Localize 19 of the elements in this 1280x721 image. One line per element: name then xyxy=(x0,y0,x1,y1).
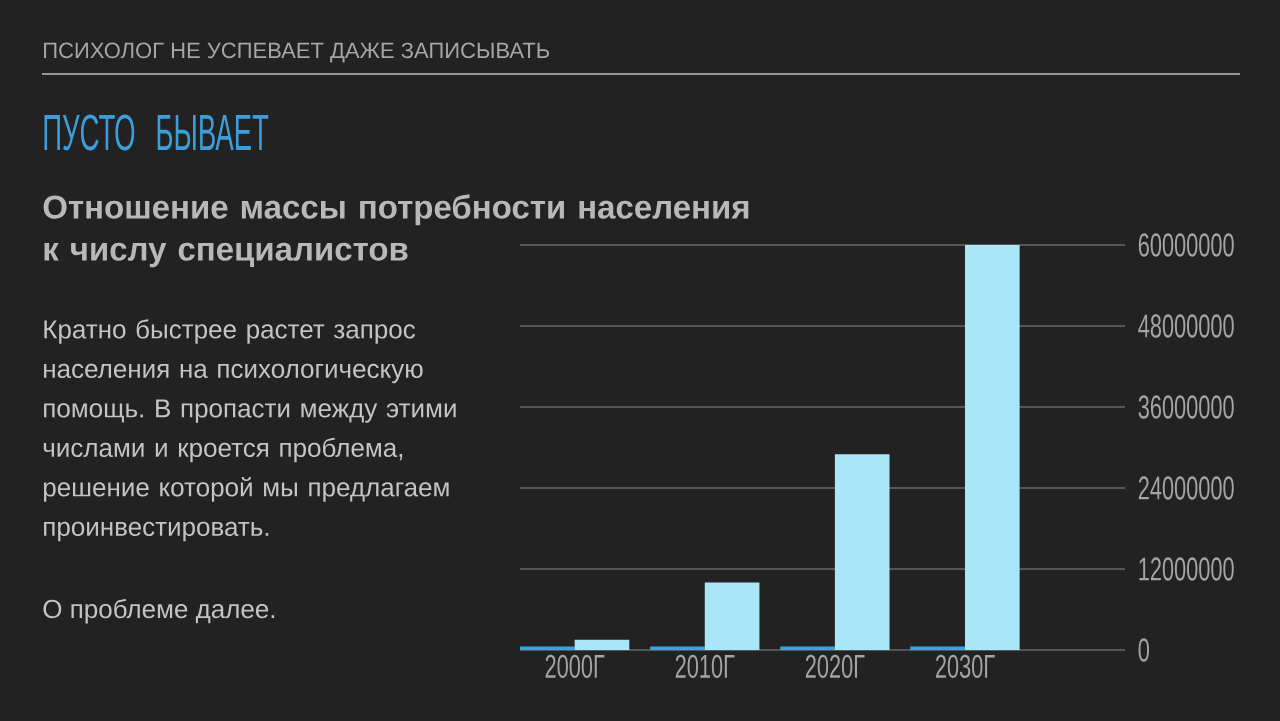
x-tick-label: 2010Г xyxy=(675,654,735,679)
x-tick-label: 2000Г xyxy=(545,654,605,679)
y-tick-label: 48000000 xyxy=(1138,314,1234,338)
y-tick-label: 0 xyxy=(1138,638,1149,662)
y-tick-label: 36000000 xyxy=(1138,395,1234,419)
chart-title: Отношение массы потребности населения к числу специалистов xyxy=(43,194,749,268)
bar xyxy=(704,582,760,650)
x-tick-label: 2030Г xyxy=(935,654,995,679)
text: Кратно быстрее растет запрос населения на психологическую помощь. В пропасти между этими числами и кроется проблема, решение которой мы предлагаем проинвестировать. xyxy=(43,319,456,542)
text: О проблеме далее. xyxy=(43,598,275,624)
y-tick-label: 12000000 xyxy=(1139,557,1234,581)
bar xyxy=(574,639,630,650)
text: ПСИХОЛОГ НЕ УСПЕВАЕТ ДАЖЕ ЗАПИСЫВАТЬ xyxy=(44,42,550,63)
bar xyxy=(834,454,890,650)
bar xyxy=(964,245,1020,650)
y-tick-label: 24000000 xyxy=(1138,476,1234,500)
y-tick-label: 60000000 xyxy=(1138,233,1234,257)
text: ПУСТО БЫВАЕТ xyxy=(44,114,269,151)
x-tick-label: 2020Г xyxy=(805,654,865,679)
